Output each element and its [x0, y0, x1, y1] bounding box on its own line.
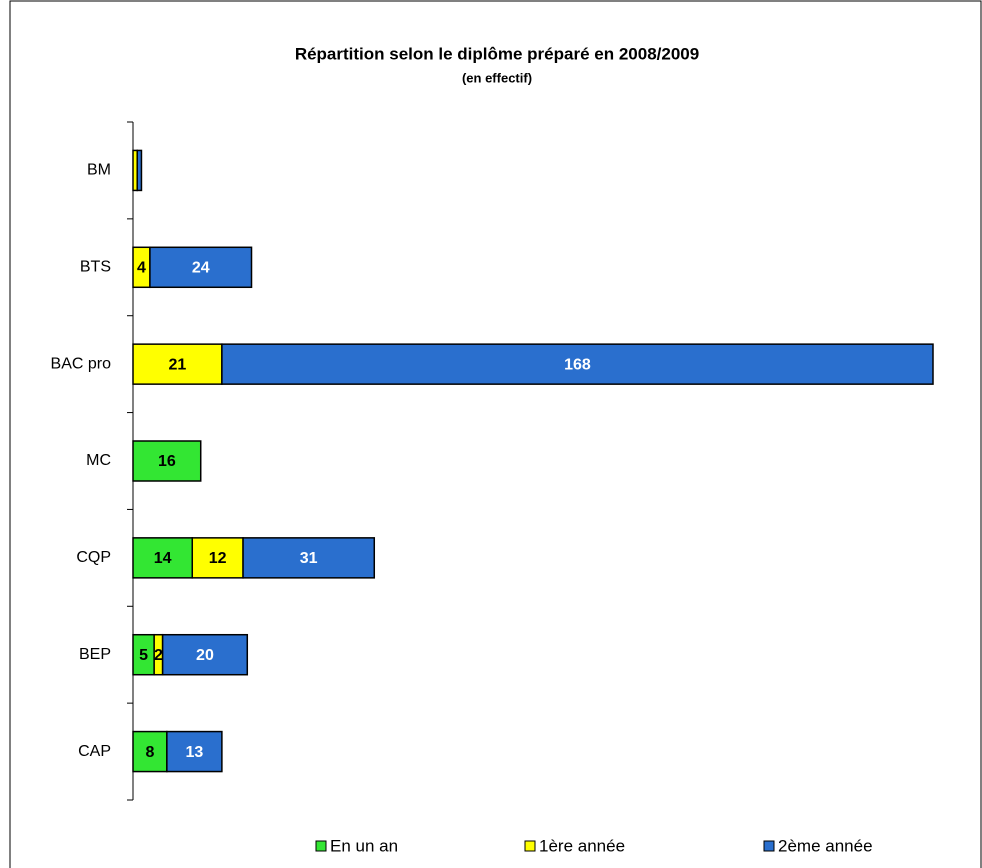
- y-tick-label: BEP: [79, 646, 111, 663]
- y-tick-label: MC: [86, 452, 111, 469]
- data-label: 13: [185, 744, 203, 761]
- legend-swatch: [315, 840, 327, 852]
- legend-label: 1ère année: [539, 836, 625, 855]
- data-label: 31: [300, 550, 318, 567]
- chart-frame: [9, 0, 982, 868]
- y-tick-label: CAP: [78, 743, 111, 760]
- data-label: 8: [145, 744, 154, 761]
- y-tick-label: BM: [87, 162, 111, 179]
- legend-swatch: [524, 840, 536, 852]
- bar-segment: [136, 149, 143, 192]
- bar-segment: [132, 343, 223, 385]
- bar-segment: [132, 730, 168, 773]
- data-label: 5: [139, 647, 148, 664]
- chart-title: Répartition selon le diplôme préparé en …: [295, 44, 699, 63]
- data-label: 2: [154, 647, 163, 664]
- bar-segment: [132, 440, 202, 482]
- y-tick-label: BAC pro: [51, 355, 112, 372]
- bar-segment: [221, 343, 934, 385]
- bar-segment: [132, 537, 194, 579]
- bar-segment: [149, 246, 253, 289]
- legend-swatch: [763, 840, 775, 852]
- y-tick-label: BTS: [80, 259, 111, 276]
- legend-label: 2ème année: [778, 836, 873, 855]
- legend-label: En un an: [330, 836, 398, 855]
- chart-subtitle: (en effectif): [462, 70, 532, 85]
- data-label: 21: [169, 356, 187, 373]
- bar-segment: [161, 633, 249, 676]
- data-label: 14: [154, 550, 172, 567]
- data-label: 12: [209, 550, 227, 567]
- data-label: 24: [192, 260, 210, 277]
- bar-segment: [166, 730, 223, 773]
- bar-segment: [242, 537, 376, 579]
- y-tick-label: CQP: [76, 549, 111, 566]
- data-label: 16: [158, 453, 176, 470]
- data-label: 4: [137, 260, 146, 277]
- data-label: 168: [564, 356, 591, 373]
- data-label: 20: [196, 647, 214, 664]
